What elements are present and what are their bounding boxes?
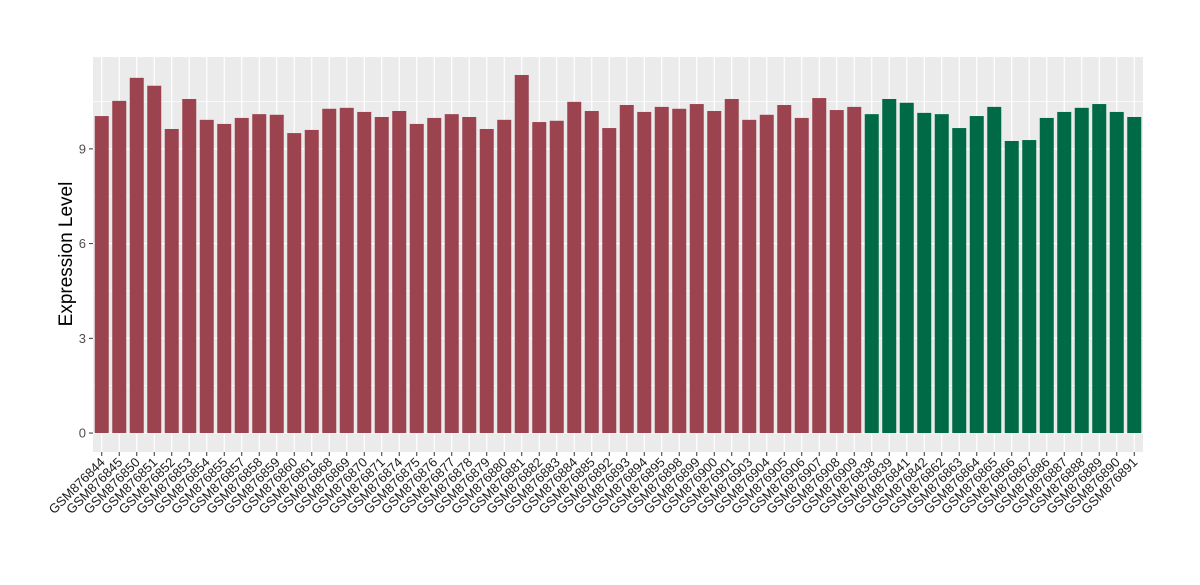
bar-GSM876883 [549,120,564,434]
bar-GSM876862 [934,114,949,434]
bar-GSM876882 [532,122,547,434]
y-tick-label: 3 [79,331,86,346]
bar-GSM876874 [392,110,407,434]
bar-GSM876887 [1057,111,1072,434]
bar-GSM876861 [304,129,319,434]
bar-GSM876867 [1022,140,1037,434]
x-axis: GSM876844GSM876845GSM876850GSM876851GSM8… [46,452,1140,517]
bars [94,74,1142,434]
bar-GSM876868 [322,108,337,434]
bar-GSM876907 [812,98,827,434]
bar-GSM876879 [479,128,494,434]
bar-GSM876877 [444,114,459,434]
bar-GSM876888 [1074,107,1089,434]
bar-GSM876909 [847,106,862,434]
bar-GSM876852 [164,128,179,434]
bar-GSM876857 [234,117,249,434]
bar-GSM876860 [287,133,302,434]
bar-GSM876845 [112,100,127,434]
bar-GSM876864 [969,116,984,434]
bar-GSM876884 [567,101,582,434]
bar-GSM876870 [357,111,372,434]
bar-GSM876844 [94,116,109,434]
bar-GSM876895 [654,106,669,434]
bar-GSM876890 [1109,111,1124,434]
bar-GSM876901 [724,98,739,434]
y-axis: 0 3 6 9 [79,141,93,441]
bar-GSM876863 [952,128,967,434]
bar-GSM876892 [602,128,617,434]
bar-GSM876878 [462,116,477,434]
bar-GSM876869 [339,107,354,434]
bar-GSM876906 [794,117,809,434]
bar-GSM876898 [672,108,687,434]
bar-GSM876889 [1092,104,1107,434]
bar-GSM876886 [1039,117,1054,434]
bar-GSM876859 [269,114,284,434]
bar-GSM876853 [182,98,197,434]
bar-GSM876880 [497,119,512,434]
bar-GSM876866 [1004,140,1019,434]
bar-GSM876851 [147,85,162,434]
y-axis-label: Expression Level [56,182,77,327]
plot-panel [93,57,1143,452]
bar-GSM876865 [987,106,1002,434]
bar-GSM876876 [427,117,442,434]
bar-GSM876891 [1127,116,1142,434]
bar-GSM876854 [199,119,214,434]
bar-GSM876900 [707,110,722,434]
bar-GSM876855 [217,123,232,434]
y-tick-label: 9 [79,141,86,156]
bar-GSM876858 [252,114,267,434]
bar-GSM876839 [882,98,897,434]
bar-GSM876871 [374,116,389,434]
bar-GSM876841 [899,102,914,434]
bar-GSM876881 [514,74,529,434]
bar-GSM876838 [864,114,879,434]
bar-GSM876908 [829,110,844,434]
bar-GSM876903 [742,119,757,434]
bar-GSM876904 [759,114,774,434]
y-tick-label: 6 [79,236,86,251]
bar-GSM876894 [637,111,652,434]
bar-GSM876875 [409,123,424,434]
bar-GSM876850 [129,77,144,434]
bar-GSM876842 [917,112,932,434]
bar-GSM876893 [619,104,634,434]
bar-GSM876885 [584,110,599,434]
y-tick-label: 0 [79,426,86,441]
bar-GSM876905 [777,104,792,434]
bar-GSM876899 [689,104,704,434]
